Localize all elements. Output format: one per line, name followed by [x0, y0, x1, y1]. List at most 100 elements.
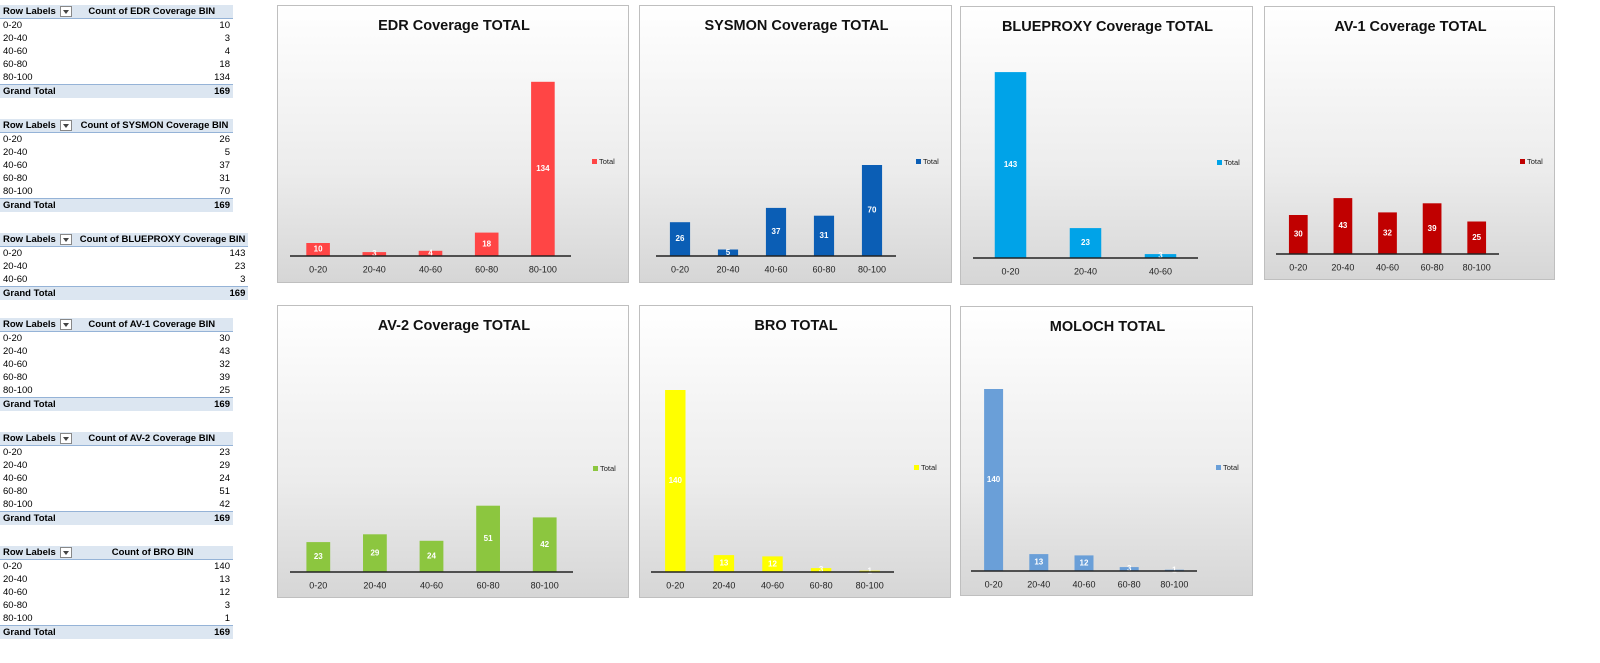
- bar: [418, 250, 443, 256]
- chart-svg: SYSMON Coverage TOTAL 26 0-20 5 20-40 37 40-60…: [656, 18, 939, 274]
- filter-button[interactable]: [59, 5, 72, 17]
- legend-label: Total: [599, 157, 615, 166]
- category-label: 40-60: [420, 580, 443, 590]
- data-label: 140: [987, 475, 1001, 484]
- header-label: Count of AV-1 Coverage BIN: [88, 319, 216, 330]
- bar: [419, 540, 444, 572]
- data-label: 3: [1158, 251, 1163, 260]
- category-label: 80-100: [1160, 579, 1188, 589]
- category-label: 0-20: [309, 264, 327, 274]
- bar: [363, 534, 387, 572]
- row-label: 80-100: [3, 186, 33, 197]
- data-row: 60-80 3: [0, 599, 233, 612]
- row-value: 43: [219, 346, 230, 357]
- row-value: 3: [224, 33, 230, 44]
- legend-swatch: [916, 159, 921, 164]
- data-row: 0-20 30: [0, 332, 233, 346]
- pivot-table: Row Labels Count of BLUEPROXY Coverage BI…: [0, 233, 249, 300]
- bar: [306, 542, 331, 572]
- total-label: Grand Total: [0, 198, 78, 212]
- total-label: Grand Total: [0, 397, 86, 411]
- row-label: 20-40: [3, 574, 28, 585]
- chart-title: BRO TOTAL: [754, 318, 837, 334]
- row-value: 26: [219, 134, 230, 145]
- row-value: 3: [224, 600, 230, 611]
- category-label: 60-80: [812, 264, 835, 274]
- header-cell: Row Labels: [0, 5, 86, 19]
- legend-label: Total: [1527, 157, 1543, 166]
- category-label: 20-40: [363, 264, 386, 274]
- row-value: 13: [219, 574, 230, 585]
- total-row: Grand Total 169: [0, 397, 233, 411]
- row-label: 40-60: [3, 359, 28, 370]
- bar: [861, 165, 883, 256]
- chart-svg: AV-2 Coverage TOTAL 23 0-20 29 20-40 24 40-60 5…: [290, 318, 616, 590]
- header-cell: Count of AV-2 Coverage BIN: [85, 432, 233, 446]
- data-row: 20-40 13: [0, 573, 233, 586]
- pivot-table: Row Labels Count of BRO BIN 0-20 140 20-40 13…: [0, 546, 233, 639]
- data-label: 31: [820, 231, 829, 240]
- category-label: 40-60: [1072, 579, 1095, 589]
- data-label: 5: [726, 248, 731, 257]
- bar: [532, 517, 557, 572]
- legend-label: Total: [923, 157, 939, 166]
- row-value: 70: [219, 186, 230, 197]
- bar: [1378, 212, 1397, 254]
- bar: [1467, 221, 1487, 254]
- data-row: 20-40 43: [0, 345, 233, 358]
- category-label: 20-40: [716, 264, 739, 274]
- row-value: 23: [219, 447, 230, 458]
- row-value: 143: [229, 248, 246, 259]
- data-row: 60-80 31: [0, 172, 233, 185]
- pivot-table: Row Labels Count of AV-1 Coverage BIN 0-20…: [0, 318, 233, 411]
- row-label: 60-80: [3, 372, 28, 383]
- category-label: 20-40: [712, 580, 735, 590]
- bar: [713, 555, 735, 572]
- category-label: 80-100: [531, 580, 559, 590]
- filter-button[interactable]: [59, 119, 72, 131]
- header-label: Row Labels: [3, 547, 56, 558]
- data-row: 0-20 23: [0, 446, 233, 460]
- bar: [1144, 254, 1177, 258]
- data-row: 0-20 143: [0, 247, 248, 261]
- header-label: Count of EDR Coverage BIN: [88, 6, 216, 17]
- pivot-table: Row Labels Count of SYSMON Coverage BIN 0-…: [0, 119, 233, 212]
- bar: [1288, 215, 1308, 254]
- row-label: 0-20: [3, 561, 23, 572]
- data-label: 1: [867, 566, 872, 575]
- data-row: 40-60 3: [0, 273, 248, 287]
- bar: [765, 207, 787, 256]
- header-label: Row Labels: [3, 6, 56, 17]
- data-row: 40-60 4: [0, 45, 233, 58]
- row-label: 80-100: [3, 499, 33, 510]
- header-row: Row Labels Count of BRO BIN: [0, 546, 233, 560]
- bar: [810, 568, 832, 572]
- chart-title: AV-1 Coverage TOTAL: [1334, 19, 1486, 35]
- data-row: 40-60 37: [0, 159, 233, 172]
- filter-button[interactable]: [59, 233, 72, 245]
- filter-button[interactable]: [59, 318, 72, 330]
- data-row: 80-100 70: [0, 185, 233, 199]
- data-row: 0-20 10: [0, 19, 233, 33]
- total-row: Grand Total 169: [0, 84, 233, 98]
- chart-title: EDR Coverage TOTAL: [378, 18, 530, 34]
- filter-button[interactable]: [59, 432, 72, 444]
- category-label: 40-60: [764, 264, 787, 274]
- data-label: 140: [669, 476, 683, 485]
- row-label: 20-40: [3, 460, 28, 471]
- data-label: 1: [1172, 565, 1177, 574]
- row-label: 0-20: [3, 134, 23, 145]
- filter-button[interactable]: [59, 546, 72, 558]
- row-label: 40-60: [3, 587, 28, 598]
- chart: EDR Coverage TOTAL 10 0-20 3 20-40 4 40-60 18 60…: [277, 5, 629, 283]
- legend-label: Total: [921, 463, 937, 472]
- total-value: 169: [76, 286, 249, 300]
- header-cell: Count of EDR Coverage BIN: [85, 5, 233, 19]
- chart: AV-2 Coverage TOTAL 23 0-20 29 20-40 24 40-60 5…: [277, 305, 629, 598]
- total-row: Grand Total 169: [0, 286, 249, 300]
- category-label: 20-40: [1331, 262, 1354, 272]
- header-cell: Row Labels: [0, 318, 86, 332]
- row-label: 40-60: [3, 473, 28, 484]
- header-label: Row Labels: [3, 433, 56, 444]
- category-label: 80-100: [529, 264, 557, 274]
